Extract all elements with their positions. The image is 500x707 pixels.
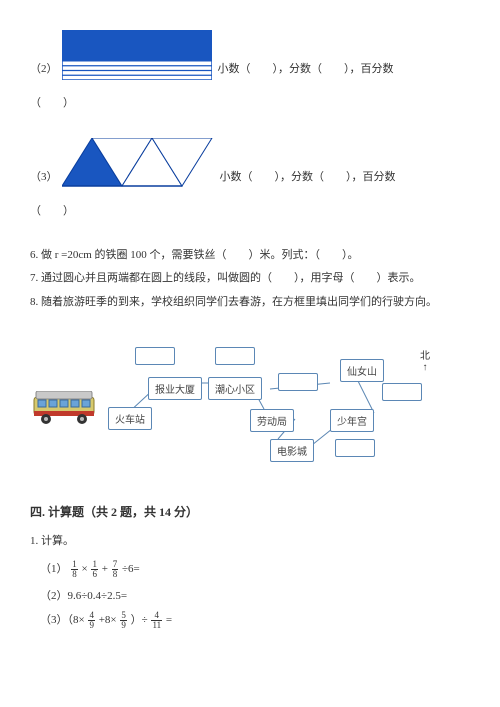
q2-figure bbox=[62, 30, 212, 80]
diagram-node: 少年宫 bbox=[330, 409, 374, 432]
q7: 7. 通过圆心并且两端都在圆上的线段，叫做圆的（ ），用字母（ ）表示。 bbox=[30, 269, 470, 289]
i3-b: ）÷ bbox=[131, 614, 151, 626]
diagram-blank bbox=[382, 383, 422, 401]
i3-a: （3）（8× bbox=[40, 614, 87, 626]
diagram-blank bbox=[135, 347, 175, 365]
calc-item-3: （3）（8× 49 +8× 59 ）÷ 411 = bbox=[40, 611, 470, 630]
frac-5-9: 59 bbox=[120, 611, 127, 630]
i1-prefix: （1） bbox=[40, 563, 68, 575]
i1-op2: + bbox=[102, 563, 111, 575]
diagram-blank bbox=[215, 347, 255, 365]
diagram-blank bbox=[335, 439, 375, 457]
frac-1-6: 16 bbox=[91, 560, 98, 579]
frac-7-8: 78 bbox=[112, 560, 119, 579]
frac-4-9a: 49 bbox=[88, 611, 95, 630]
calc-item-1: （1） 18 × 16 + 78 ÷6= bbox=[40, 560, 470, 579]
q6: 6. 做 r =20cm 的铁圈 100 个，需要铁丝（ ）米。列式：（ ）。 bbox=[30, 246, 470, 266]
compass-north: 北↑ bbox=[420, 347, 430, 373]
q2-label: （2） bbox=[30, 60, 58, 80]
diagram-node: 仙女山 bbox=[340, 359, 384, 382]
i3-mid: +8× bbox=[99, 614, 120, 626]
diagram-node: 劳动局 bbox=[250, 409, 294, 432]
section4-title: 四. 计算题（共 2 题，共 14 分） bbox=[30, 503, 470, 520]
q3-figure bbox=[62, 138, 214, 188]
diagram-node: 报业大厦 bbox=[148, 377, 202, 400]
calc-item-2: （2）9.6÷0.4÷2.5= bbox=[40, 587, 470, 603]
bus-icon bbox=[30, 391, 100, 425]
q3-row: （3） 小数（ ），分数（ ），百分数 bbox=[30, 138, 470, 188]
diagram-blank bbox=[278, 373, 318, 391]
diagram-node: 潮心小区 bbox=[208, 377, 262, 400]
frac-4-11: 411 bbox=[151, 611, 162, 630]
i3-c: = bbox=[166, 614, 172, 626]
q3-label: （3） bbox=[30, 168, 58, 188]
q2-tail2: （ ） bbox=[30, 94, 470, 114]
q2-tail: 小数（ ），分数（ ），百分数 bbox=[218, 60, 394, 80]
q3-tail: 小数（ ），分数（ ），百分数 bbox=[220, 168, 396, 188]
i1-op3: ÷6= bbox=[122, 563, 140, 575]
i1-op1: × bbox=[82, 563, 91, 575]
diagram-node: 火车站 bbox=[108, 407, 152, 430]
q2-row: （2） 小数（ ），分数（ ），百分数 bbox=[30, 30, 470, 80]
q8: 8. 随着旅游旺季的到来，学校组织同学们去春游，在方框里填出同学们的行驶方向。 bbox=[30, 293, 470, 313]
calc-list: （1） 18 × 16 + 78 ÷6= （2）9.6÷0.4÷2.5= （3）… bbox=[40, 560, 470, 630]
frac-1-8: 18 bbox=[71, 560, 78, 579]
diagram-node: 电影城 bbox=[270, 439, 314, 462]
route-diagram: 火车站 报业大厦潮心小区劳动局电影城少年宫 仙女山 北↑ bbox=[20, 329, 440, 479]
s4-q1-label: 1. 计算。 bbox=[30, 532, 470, 552]
q3-tail2: （ ） bbox=[30, 202, 470, 222]
